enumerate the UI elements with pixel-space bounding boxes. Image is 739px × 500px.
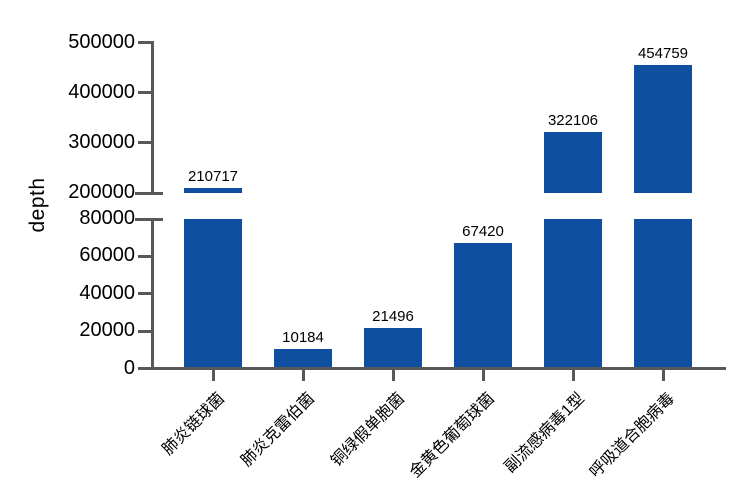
bar-lower-segment (184, 219, 242, 370)
y-tick-label: 80000 (79, 207, 135, 229)
y-tick (138, 41, 151, 44)
x-category-label-text: 肺炎链球菌 (159, 390, 229, 459)
y-tick (138, 141, 151, 145)
y-tick-label: 200000 (68, 181, 135, 203)
x-tick (661, 369, 665, 381)
bar-value-label: 10184 (282, 329, 324, 347)
x-tick (211, 369, 215, 381)
bar-value-label: 210717 (187, 167, 239, 185)
y-tick-label: 300000 (68, 130, 135, 153)
bar-upper-segment (544, 131, 602, 193)
x-axis-line (150, 367, 726, 370)
y-tick-label: 500000 (68, 30, 135, 53)
bar-lower-segment (274, 349, 332, 370)
y-tick (138, 91, 151, 95)
x-tick (391, 369, 395, 381)
y-tick (138, 254, 151, 258)
axis-break-cap (135, 191, 163, 195)
y-tick-label: 0 (123, 356, 135, 379)
x-category-label-text: 肺炎克雷伯菌 (238, 390, 319, 470)
y-tick (138, 367, 151, 370)
y-tick (138, 292, 151, 296)
x-tick (301, 369, 305, 381)
bar-lower-segment (544, 219, 602, 370)
axis-break-cap (135, 217, 163, 221)
bar-upper-segment (634, 65, 692, 193)
bar-value-label: 21496 (372, 308, 414, 326)
x-category-label-text: 副流感病毒1型 (501, 390, 589, 477)
bar-value-label: 67420 (462, 222, 504, 240)
bar-value-label: 322106 (547, 111, 599, 129)
y-tick-label: 20000 (79, 319, 135, 342)
bar-lower-segment (364, 328, 422, 370)
bar-lower-segment (634, 219, 692, 370)
y-axis-line-lower (150, 217, 154, 370)
bar-upper-segment (184, 187, 242, 193)
x-category-label-text: 金黄色葡萄球菌 (406, 390, 499, 482)
y-tick-label: 40000 (79, 281, 135, 304)
y-axis-line-upper (150, 41, 154, 195)
x-tick (481, 369, 485, 381)
bar-lower-segment (454, 242, 512, 370)
y-tick-label: 60000 (79, 244, 135, 267)
y-tick (138, 329, 151, 333)
x-category-label-text: 铜绿假单胞菌 (328, 390, 409, 470)
bar-value-label: 454759 (637, 45, 689, 63)
y-tick-label: 400000 (68, 80, 135, 103)
x-category-label-text: 呼吸道合胞病毒 (586, 390, 679, 482)
x-tick (571, 369, 575, 381)
